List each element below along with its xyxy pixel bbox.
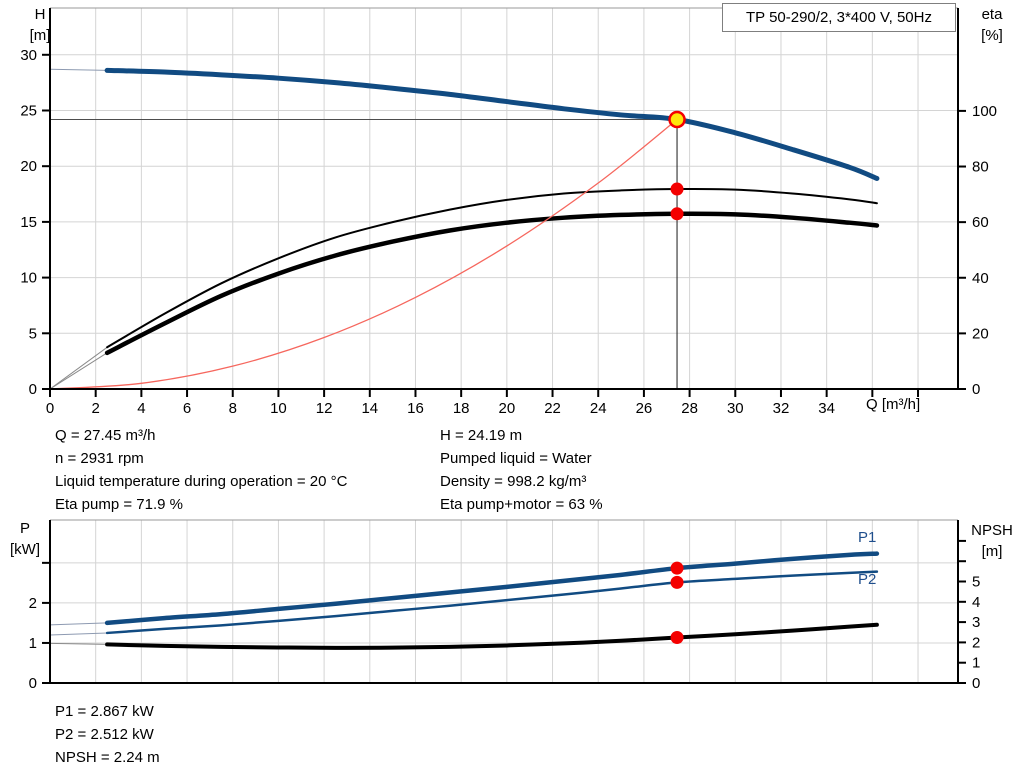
svg-text:1: 1 xyxy=(29,635,37,652)
system-curve xyxy=(49,119,678,390)
svg-text:2: 2 xyxy=(92,400,100,417)
svg-text:32: 32 xyxy=(773,400,790,417)
eta-pump-motor-point xyxy=(670,207,684,221)
svg-text:4: 4 xyxy=(137,400,145,417)
svg-text:10: 10 xyxy=(270,400,287,417)
svg-text:22: 22 xyxy=(544,400,561,417)
head-curve xyxy=(104,67,880,181)
eta-axis-title-line2: [%] xyxy=(981,27,1003,44)
svg-text:30: 30 xyxy=(20,47,37,64)
svg-text:4: 4 xyxy=(972,594,980,611)
svg-text:24: 24 xyxy=(590,400,607,417)
svg-text:3: 3 xyxy=(972,614,980,631)
svg-text:0: 0 xyxy=(29,675,37,692)
power-npsh-info: P1 = 2.867 kW P2 = 2.512 kW NPSH = 2.24 … xyxy=(55,700,160,769)
svg-text:80: 80 xyxy=(972,159,989,176)
svg-text:28: 28 xyxy=(681,400,698,417)
svg-text:20: 20 xyxy=(20,158,37,175)
p2-point xyxy=(670,575,684,589)
svg-text:10: 10 xyxy=(20,270,37,287)
svg-text:60: 60 xyxy=(972,214,989,231)
svg-text:18: 18 xyxy=(453,400,470,417)
npsh-axis-title-line1: NPSH xyxy=(971,522,1013,539)
svg-text:16: 16 xyxy=(407,400,424,417)
svg-text:12: 12 xyxy=(316,400,333,417)
svg-text:0: 0 xyxy=(972,381,980,398)
svg-text:40: 40 xyxy=(972,270,989,287)
eta-pump-motor-curve xyxy=(104,211,880,356)
eta-pump-curve-start xyxy=(49,346,108,390)
p-axis-title-line2: [kW] xyxy=(10,541,40,558)
p1-point xyxy=(670,561,684,575)
npsh-axis-title: NPSH [m] xyxy=(962,520,1022,562)
info-pumped-liquid: Pumped liquid = Water xyxy=(440,450,592,467)
head-curve-start xyxy=(49,68,108,71)
p1-curve-label: P1 xyxy=(858,529,877,546)
duty-info-right: H = 24.19 m Pumped liquid = Water Densit… xyxy=(440,424,603,516)
svg-text:2: 2 xyxy=(972,634,980,651)
svg-text:5: 5 xyxy=(29,325,37,342)
eta-pump-motor-curve-start xyxy=(49,352,108,390)
p1-curve-start xyxy=(49,622,108,626)
svg-text:20: 20 xyxy=(499,400,516,417)
p2-curve-start xyxy=(49,632,108,636)
info-eta-pump-motor: Eta pump+motor = 63 % xyxy=(440,496,603,513)
svg-text:6: 6 xyxy=(183,400,191,417)
info-eta-pump: Eta pump = 71.9 % xyxy=(55,496,183,513)
tick-labels: 0 1 2 0 1 2 3 4 5 xyxy=(29,539,980,692)
svg-text:2: 2 xyxy=(29,595,37,612)
svg-text:100: 100 xyxy=(972,103,997,120)
npsh-point xyxy=(670,631,684,645)
info-q: Q = 27.45 m³/h xyxy=(55,427,156,444)
eta-pump-curve xyxy=(106,187,878,349)
svg-text:15: 15 xyxy=(20,214,37,231)
svg-text:34: 34 xyxy=(818,400,835,417)
duty-point-marker[interactable] xyxy=(668,110,686,129)
svg-text:20: 20 xyxy=(972,325,989,342)
svg-text:25: 25 xyxy=(20,102,37,119)
info-npsh: NPSH = 2.24 m xyxy=(55,749,160,766)
gridlines xyxy=(50,8,958,389)
svg-text:26: 26 xyxy=(636,400,653,417)
info-density: Density = 998.2 kg/m³ xyxy=(440,473,587,490)
svg-text:5: 5 xyxy=(972,574,980,591)
eta-axis-title-line1: eta xyxy=(981,6,1003,23)
duty-info-left: Q = 27.45 m³/h n = 2931 rpm Liquid tempe… xyxy=(55,424,347,516)
info-h: H = 24.19 m xyxy=(440,427,523,444)
info-n: n = 2931 rpm xyxy=(55,450,144,467)
h-axis-title-line1: H xyxy=(34,6,46,23)
svg-text:8: 8 xyxy=(229,400,237,417)
npsh-curve xyxy=(105,622,879,650)
npsh-curve-start xyxy=(49,642,108,645)
svg-text:0: 0 xyxy=(46,400,54,417)
info-p2: P2 = 2.512 kW xyxy=(55,726,154,743)
p1-curve xyxy=(104,551,880,626)
svg-text:14: 14 xyxy=(361,400,378,417)
svg-text:30: 30 xyxy=(727,400,744,417)
eta-pump-point xyxy=(670,182,684,196)
svg-text:1: 1 xyxy=(972,655,980,672)
svg-text:0: 0 xyxy=(972,675,980,692)
h-axis-title: H [m] xyxy=(20,4,60,46)
info-liquid-temp: Liquid temperature during operation = 20… xyxy=(55,473,348,490)
p2-curve-label: P2 xyxy=(858,571,877,588)
eta-axis-title: eta [%] xyxy=(966,4,1018,46)
info-p1: P1 = 2.867 kW xyxy=(55,703,154,720)
pump-type-title-box: TP 50-290/2, 3*400 V, 50Hz xyxy=(722,3,956,32)
q-axis-title: Q [m³/h] xyxy=(866,396,921,413)
svg-text:0: 0 xyxy=(29,381,37,398)
gridlines xyxy=(50,520,958,683)
p2-curve xyxy=(105,570,879,635)
npsh-axis-title-line2: [m] xyxy=(981,543,1003,560)
h-axis-title-line2: [m] xyxy=(29,27,51,44)
p-axis-title: P [kW] xyxy=(0,518,50,560)
power-npsh-chart: 0 1 2 0 1 2 3 4 5 xyxy=(29,519,980,692)
p-axis-title-line1: P xyxy=(19,520,30,537)
